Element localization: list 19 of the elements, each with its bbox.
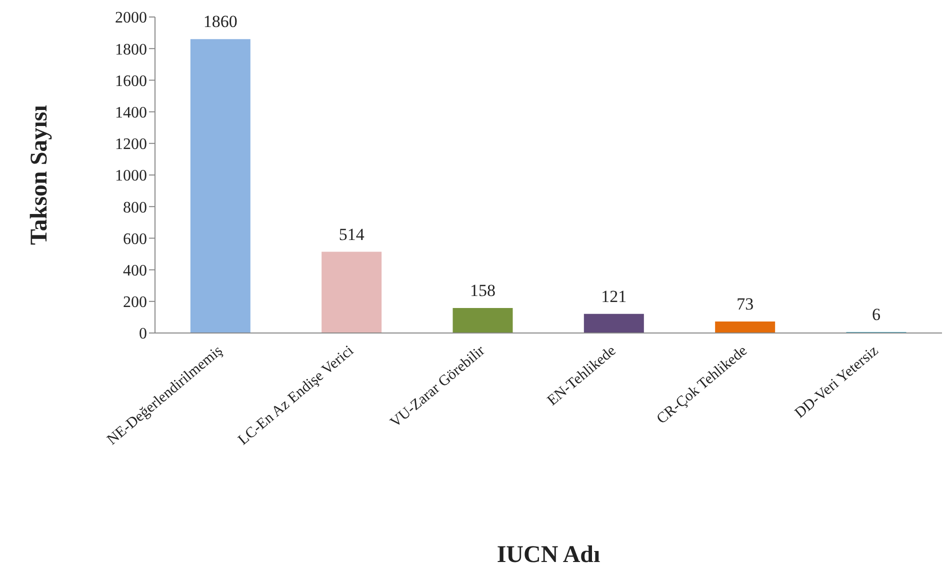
y-tick-label: 1800 — [115, 41, 147, 58]
data-label: 73 — [736, 294, 754, 314]
y-tick-label: 400 — [123, 262, 147, 280]
y-tick-label: 1000 — [115, 168, 147, 185]
data-label: 121 — [601, 286, 627, 306]
y-axis-title: Takson Sayısı — [26, 104, 53, 245]
y-tick-label: 2000 — [115, 10, 147, 27]
x-axis-title: IUCN Adı — [496, 542, 601, 568]
y-tick-label: 1400 — [115, 104, 147, 122]
y-tick-label: 200 — [123, 294, 147, 312]
data-label: 158 — [470, 281, 496, 300]
y-tick-label: 1200 — [115, 136, 147, 154]
data-label: 514 — [338, 224, 365, 244]
y-tick-label: 800 — [123, 199, 147, 216]
y-tick-label: 0 — [139, 326, 147, 343]
y-tick-label: 1600 — [115, 72, 147, 90]
data-label: 6 — [872, 305, 880, 324]
y-tick-label: 600 — [123, 230, 147, 248]
data-label: 1860 — [203, 12, 238, 32]
